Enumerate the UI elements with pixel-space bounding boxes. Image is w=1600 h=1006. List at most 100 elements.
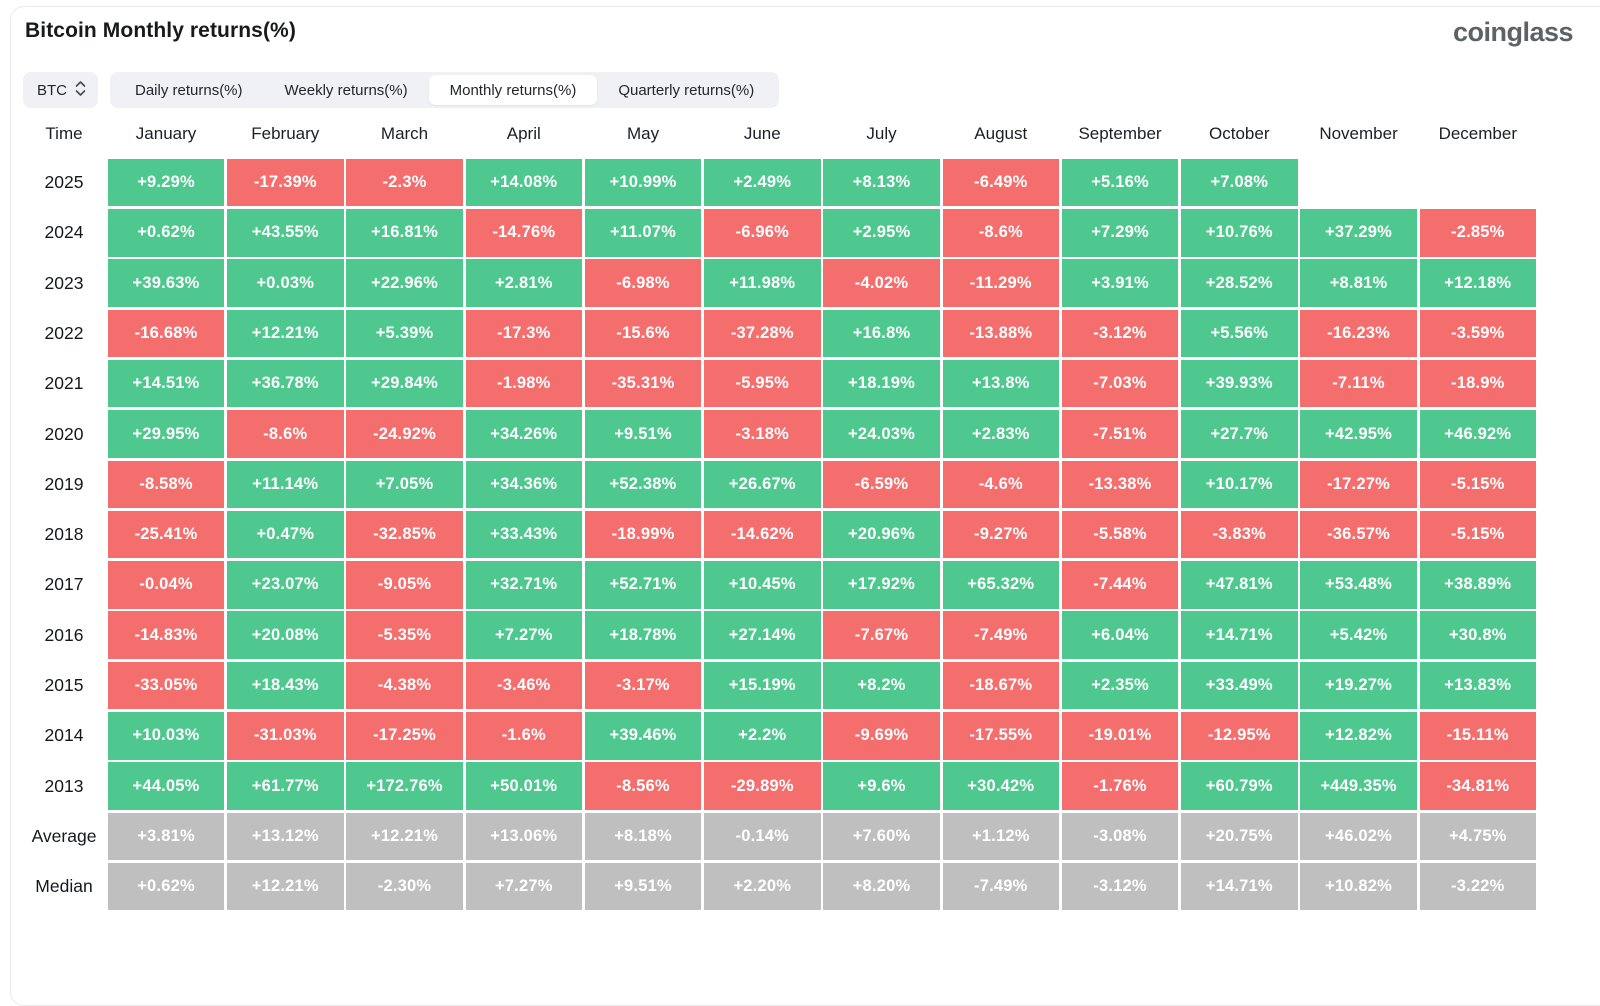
- return-cell: +10.17%: [1181, 460, 1298, 509]
- return-cell: +13.8%: [942, 359, 1059, 408]
- return-cell: -15.6%: [584, 309, 702, 358]
- return-cell: +5.56%: [1181, 309, 1298, 358]
- return-cell: +12.21%: [227, 862, 344, 911]
- tab-weekly-returns[interactable]: Weekly returns(%): [264, 75, 429, 105]
- return-cell: -6.96%: [704, 209, 821, 257]
- return-cell: -3.46%: [465, 661, 582, 710]
- return-cell: +2.35%: [1061, 661, 1179, 710]
- return-cell: +7.08%: [1181, 158, 1298, 207]
- column-header-time: Time: [45, 124, 83, 143]
- return-cell: -8.6%: [942, 209, 1059, 257]
- return-cell: +0.62%: [107, 862, 225, 911]
- return-cell: -17.25%: [346, 712, 463, 760]
- coinglass-logo[interactable]: coinglass: [1452, 17, 1574, 47]
- return-cell: -9.69%: [823, 712, 940, 760]
- return-cell: -9.05%: [346, 561, 463, 609]
- return-cell: -3.59%: [1419, 309, 1536, 358]
- return-cell: +6.04%: [1061, 611, 1179, 659]
- return-cell: +11.07%: [584, 209, 702, 257]
- column-header-month: August: [974, 124, 1028, 143]
- page-title: Bitcoin Monthly returns(%): [25, 19, 296, 42]
- return-cell: +2.2%: [704, 712, 821, 760]
- return-cell: +42.95%: [1300, 410, 1417, 458]
- return-cell: +5.42%: [1300, 611, 1417, 659]
- return-cell: +20.96%: [823, 510, 940, 559]
- return-cell: +13.83%: [1419, 661, 1536, 710]
- return-cell: -8.58%: [107, 460, 225, 509]
- return-cell: -18.9%: [1419, 359, 1536, 408]
- return-cell: -14.83%: [107, 611, 225, 659]
- return-cell: +39.46%: [584, 712, 702, 760]
- return-cell: +12.21%: [227, 309, 344, 358]
- return-cell: +2.49%: [704, 158, 821, 207]
- return-cell: +13.12%: [227, 812, 344, 861]
- return-cell: +38.89%: [1419, 561, 1536, 609]
- return-cell: +1.12%: [942, 812, 1059, 861]
- return-cell: +44.05%: [107, 762, 225, 810]
- return-cell: +34.26%: [465, 410, 582, 458]
- return-cell: -7.67%: [823, 611, 940, 659]
- return-cell: -5.15%: [1419, 510, 1536, 559]
- return-cell: -25.41%: [107, 510, 225, 559]
- return-cell: +15.19%: [704, 661, 821, 710]
- return-cell: -3.18%: [704, 410, 821, 458]
- return-cell: +3.81%: [107, 812, 225, 861]
- return-cell: -3.17%: [584, 661, 702, 710]
- return-cell: +19.27%: [1300, 661, 1417, 710]
- row-label-median: Median: [35, 876, 93, 897]
- return-cell: +18.78%: [584, 611, 702, 659]
- return-cell: -5.15%: [1419, 460, 1536, 509]
- return-cell: +9.51%: [584, 862, 702, 911]
- symbol-selector[interactable]: BTC: [23, 72, 98, 108]
- column-header-month: November: [1319, 124, 1398, 143]
- return-cell: [1300, 159, 1416, 207]
- return-cell: +65.32%: [942, 561, 1059, 609]
- return-cell: -7.49%: [942, 611, 1059, 659]
- return-cell: +20.08%: [227, 611, 344, 659]
- return-cell: -7.11%: [1300, 359, 1417, 408]
- returns-period-tabs: Daily returns(%) Weekly returns(%) Month…: [110, 72, 780, 108]
- tab-daily-returns[interactable]: Daily returns(%): [114, 75, 264, 105]
- return-cell: -1.98%: [465, 359, 582, 408]
- row-label-2015: 2015: [44, 675, 84, 696]
- column-header-month: October: [1209, 124, 1270, 143]
- return-cell: -18.67%: [942, 661, 1059, 710]
- return-cell: -8.56%: [584, 762, 702, 810]
- return-cell: +7.27%: [465, 862, 582, 911]
- return-cell: +14.71%: [1181, 611, 1298, 659]
- return-cell: -13.88%: [942, 309, 1059, 358]
- return-cell: -16.23%: [1300, 309, 1417, 358]
- return-cell: -3.22%: [1419, 862, 1536, 911]
- return-cell: +18.43%: [227, 661, 344, 710]
- return-cell: +27.14%: [704, 611, 821, 659]
- return-cell: -37.28%: [704, 309, 821, 358]
- return-cell: +8.18%: [584, 812, 702, 861]
- return-cell: +30.8%: [1419, 611, 1536, 659]
- return-cell: +12.82%: [1300, 712, 1417, 760]
- column-header-month: September: [1078, 124, 1162, 143]
- return-cell: +16.8%: [823, 309, 940, 358]
- return-cell: -31.03%: [227, 712, 344, 760]
- return-cell: -3.83%: [1181, 510, 1298, 559]
- return-cell: +22.96%: [346, 259, 463, 307]
- return-cell: +43.55%: [227, 209, 344, 257]
- return-cell: -3.12%: [1061, 862, 1179, 911]
- return-cell: +10.99%: [584, 158, 702, 207]
- return-cell: -11.29%: [942, 259, 1059, 307]
- return-cell: +172.76%: [346, 762, 463, 810]
- return-cell: +5.39%: [346, 309, 463, 358]
- row-label-average: Average: [31, 825, 97, 846]
- tab-quarterly-returns[interactable]: Quarterly returns(%): [597, 75, 775, 105]
- return-cell: +7.60%: [823, 812, 940, 861]
- return-cell: +11.98%: [704, 259, 821, 307]
- return-cell: -34.81%: [1419, 762, 1536, 810]
- return-cell: +52.38%: [584, 460, 702, 509]
- return-cell: +20.75%: [1181, 812, 1298, 861]
- return-cell: -17.27%: [1300, 460, 1417, 509]
- tab-monthly-returns[interactable]: Monthly returns(%): [428, 75, 598, 105]
- return-cell: -2.85%: [1419, 209, 1536, 257]
- return-cell: -0.14%: [704, 812, 821, 861]
- return-cell: +34.36%: [465, 460, 582, 509]
- monthly-returns-table: Time January February March April May June July…: [23, 112, 1536, 911]
- row-label-2018: 2018: [44, 524, 84, 545]
